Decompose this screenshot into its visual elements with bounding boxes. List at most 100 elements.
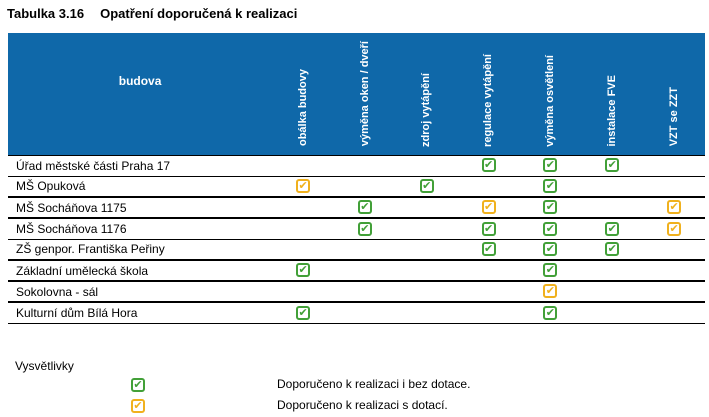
mark-cell: ✔ [457,197,520,219]
mark-cell [457,260,520,282]
table-row: Úřad městské části Praha 17 ✔ ✔ ✔ [8,155,705,177]
building-name: Kulturní dům Bílá Hora [8,302,273,324]
mark-cell [643,239,705,261]
column-header-2: výměna oken / dveří [333,33,396,156]
checkbox-green-icon: ✔ [131,377,145,392]
building-name: MŠ Socháňova 1175 [8,197,273,219]
mark-cell [581,197,644,219]
mark-cell [643,281,705,303]
checkbox-green-icon: ✔ [543,200,558,215]
checkbox-green-icon: ✔ [296,263,311,278]
table-row: Sokolovna - sál ✔ [8,281,705,303]
column-header-7: VZT se ZZT [643,33,705,156]
mark-cell: ✔ [272,302,334,324]
checkbox-green-icon: ✔ [543,221,558,236]
column-header-label: výměna osvětlení [544,54,557,147]
table-caption: Opatření doporučená k realizaci [100,6,298,21]
table-row: ZŠ genpor. Františka Peřiny ✔ ✔ ✔ [8,239,705,261]
table-row: MŠ Socháňova 1176 ✔ ✔ ✔ ✔ ✔ [8,218,705,240]
table-header-row: budova obálka budovy výměna oken / dveří z… [8,33,705,156]
mark-cell [457,302,520,324]
column-header-3: zdroj vytápění [395,33,458,156]
checkbox-green-icon: ✔ [543,179,558,194]
mark-cell: ✔ [395,176,458,198]
mark-cell [643,260,705,282]
mark-cell [395,155,458,177]
measures-table: budova obálka budovy výměna oken / dveří z… [8,33,705,324]
column-header-label: instalace FVE [605,74,618,147]
checkbox-orange-icon: ✔ [667,221,682,236]
building-name: MŠ Socháňova 1176 [8,218,273,240]
mark-cell [272,239,334,261]
mark-cell [581,260,644,282]
mark-cell: ✔ [519,218,582,240]
legend-item-with-subsidy: ✔ Doporučeno k realizaci s dotací. [131,397,448,413]
table-row: MŠ Socháňova 1175 ✔ ✔ ✔ ✔ [8,197,705,219]
mark-cell: ✔ [643,218,705,240]
mark-cell: ✔ [272,176,334,198]
table-number: Tabulka 3.16 [7,6,85,21]
mark-cell: ✔ [519,281,582,303]
mark-cell [581,302,644,324]
table-row: MŠ Opuková ✔ ✔ ✔ [8,176,705,198]
table-body: Úřad městské části Praha 17 ✔ ✔ ✔ MŠ Opuková… [8,155,705,324]
mark-cell [457,281,520,303]
column-header-label: obálka budovy [296,69,309,147]
checkbox-orange-icon: ✔ [131,398,145,413]
checkbox-green-icon: ✔ [605,158,620,173]
page-title: Tabulka 3.16 Opatření doporučená k realiz… [7,6,297,21]
column-header-4: regulace vytápění [457,33,520,156]
mark-cell [333,302,396,324]
checkbox-orange-icon: ✔ [667,200,682,215]
mark-cell: ✔ [581,239,644,261]
legend-item-label: Doporučeno k realizaci s dotací. [277,398,448,412]
mark-cell [581,281,644,303]
mark-cell: ✔ [333,197,396,219]
checkbox-green-icon: ✔ [296,305,311,320]
mark-cell [333,155,396,177]
legend-item-without-subsidy: ✔ Doporučeno k realizaci i bez dotace. [131,376,470,392]
building-name: ZŠ genpor. Františka Peřiny [8,239,273,261]
checkbox-green-icon: ✔ [481,221,496,236]
mark-cell [643,155,705,177]
column-header-label: VZT se ZZT [667,87,680,147]
mark-cell: ✔ [457,155,520,177]
mark-cell: ✔ [457,218,520,240]
mark-cell [395,218,458,240]
mark-cell [333,281,396,303]
mark-cell [333,260,396,282]
checkbox-orange-icon: ✔ [296,179,311,194]
building-name: Základní umělecká škola [8,260,273,282]
checkbox-green-icon: ✔ [481,242,496,257]
column-header-6: instalace FVE [581,33,644,156]
column-header-label: výměna oken / dveří [358,41,371,147]
building-name: Úřad městské části Praha 17 [8,155,273,177]
mark-cell [272,155,334,177]
mark-cell [272,218,334,240]
mark-cell [643,302,705,324]
mark-cell: ✔ [519,155,582,177]
mark-cell: ✔ [581,155,644,177]
mark-cell: ✔ [519,302,582,324]
column-header-label: zdroj vytápění [420,72,433,147]
mark-cell [272,281,334,303]
checkbox-green-icon: ✔ [481,158,496,173]
checkbox-orange-icon: ✔ [481,200,496,215]
legend-title: Vysvětlivky [15,359,74,373]
table-row: Kulturní dům Bílá Hora ✔ ✔ [8,302,705,324]
mark-cell [457,176,520,198]
mark-cell: ✔ [581,218,644,240]
mark-cell [395,239,458,261]
checkbox-green-icon: ✔ [357,200,372,215]
mark-cell: ✔ [333,218,396,240]
checkbox-green-icon: ✔ [543,158,558,173]
checkbox-orange-icon: ✔ [543,284,558,299]
checkbox-green-icon: ✔ [543,242,558,257]
checkbox-green-icon: ✔ [605,221,620,236]
column-header-label: regulace vytápění [482,53,495,147]
checkbox-green-icon: ✔ [543,305,558,320]
column-header-1: obálka budovy [272,33,334,156]
checkbox-green-icon: ✔ [605,242,620,257]
mark-cell: ✔ [457,239,520,261]
mark-cell [643,176,705,198]
